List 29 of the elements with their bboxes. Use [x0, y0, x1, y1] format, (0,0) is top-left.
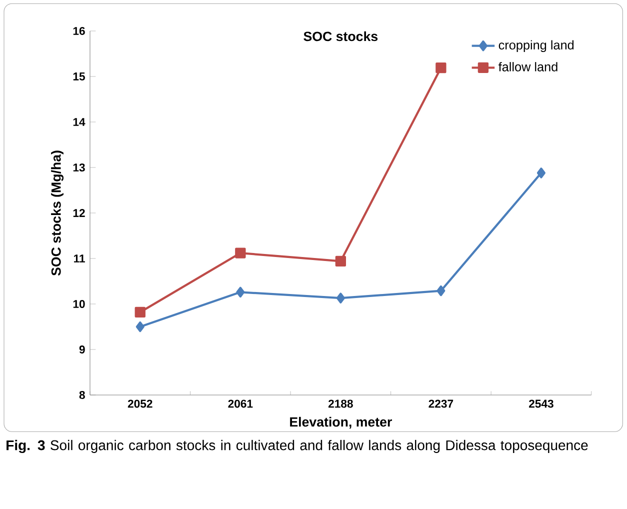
point	[136, 321, 144, 332]
x-tick-label: 2061	[228, 400, 253, 408]
legend-label: cropping land	[498, 40, 574, 52]
point	[336, 292, 345, 304]
point	[436, 285, 446, 296]
x-tick-label: 2188	[328, 400, 353, 408]
chart-title: SOC stocks	[304, 31, 378, 42]
x-tick-label: 2543	[528, 400, 554, 408]
point	[235, 248, 246, 258]
y-axis-title: SOC stocks (Mg/ha)	[51, 150, 64, 276]
y-tick-label: 9	[79, 345, 85, 354]
x-tick-label: 2052	[128, 400, 152, 408]
y-tick-label: 10	[73, 300, 85, 308]
y-tick-label: 16	[73, 26, 85, 35]
x-axis-title: Elevation, meter	[290, 416, 392, 429]
point	[335, 256, 346, 267]
legend-label: fallow land	[498, 62, 558, 72]
y-tick-label: 8	[79, 390, 85, 399]
point	[536, 168, 546, 178]
y-tick-label: 15	[73, 72, 85, 80]
text: Fig. 3 Soil organic carbon stocks in cultivated and fallow lands along Didessa toposequence	[6, 440, 588, 454]
y-tick-label: 14	[73, 118, 86, 126]
point	[236, 286, 245, 298]
y-tick-label: 13	[73, 163, 85, 172]
x-tick-label: 2237	[428, 400, 454, 408]
point	[134, 306, 146, 318]
y-tick-label: 11	[74, 254, 85, 262]
point	[436, 62, 446, 74]
y-tick-label: 12	[73, 209, 85, 217]
